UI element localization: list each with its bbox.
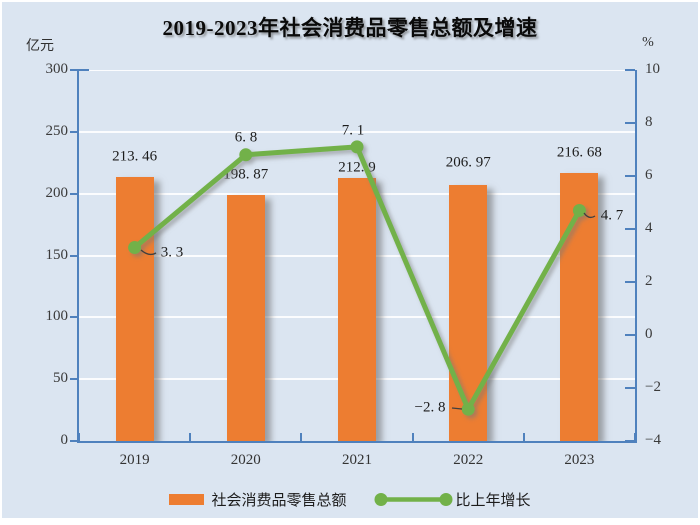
line-point <box>572 203 586 217</box>
line-value-label: 7. 1 <box>341 122 365 139</box>
left-axis-tick-label: 250 <box>45 122 69 139</box>
bottom-axis-line <box>77 441 637 443</box>
right-axis-unit: % <box>642 35 654 50</box>
left-axis-tick-label: 100 <box>45 308 69 325</box>
left-axis-unit: 亿元 <box>26 39 54 54</box>
label-leader-lines <box>140 212 596 410</box>
bar-2020 <box>226 195 265 441</box>
legend-label-bar: 社会消费品零售总额 <box>211 492 347 509</box>
right-axis-tick <box>625 69 635 71</box>
right-axis-tick <box>625 228 635 230</box>
left-axis-tick <box>70 440 79 442</box>
x-axis-label-2022: 2022 <box>453 452 484 468</box>
line-value-label: 6. 8 <box>234 129 258 146</box>
right-axis-tick <box>625 387 635 389</box>
line-point <box>461 402 475 416</box>
line-series-swatch <box>374 492 452 506</box>
bar-value-label: 198. 87 <box>223 166 269 183</box>
x-axis-tick <box>634 433 636 441</box>
right-axis-tick-label: 6 <box>645 167 653 184</box>
right-axis-tick <box>625 175 635 177</box>
x-axis-tick <box>522 433 525 441</box>
line-point <box>128 241 142 255</box>
left-axis-top-cap-tick <box>79 69 89 71</box>
growth-line-layer <box>128 140 596 416</box>
right-axis-line <box>635 70 637 443</box>
left-axis-tick-label: 200 <box>45 184 69 201</box>
line-point <box>350 140 364 154</box>
x-axis-label-2021: 2021 <box>342 452 372 468</box>
right-axis-tick <box>625 440 635 442</box>
bar-value-label: 206. 97 <box>445 154 491 171</box>
line-value-label: 3. 3 <box>160 244 184 261</box>
x-axis-label-2019: 2019 <box>119 452 150 468</box>
right-axis-tick-label: 10 <box>645 61 660 78</box>
right-axis-tick-label: −4 <box>645 432 661 449</box>
bar-value-label: 213. 46 <box>112 148 158 165</box>
legend: 社会消费品零售总额 比上年增长 <box>0 488 700 510</box>
bar-2022 <box>449 185 488 441</box>
left-axis-tick <box>70 69 79 71</box>
gridline <box>79 130 635 133</box>
right-axis-tick <box>625 122 635 124</box>
right-axis-tick-label: 4 <box>645 220 653 237</box>
left-axis-tick <box>70 254 79 257</box>
bar-value-label: 216. 68 <box>556 144 602 161</box>
right-axis-tick-label: −2 <box>645 379 661 396</box>
right-axis-tick <box>625 281 635 283</box>
gridline <box>79 70 635 71</box>
left-axis-tick <box>70 316 79 319</box>
left-axis-tick <box>70 130 79 133</box>
x-axis-tick <box>78 433 80 441</box>
legend-item-line: 比上年增长 <box>373 489 531 510</box>
left-axis-tick-label: 50 <box>53 370 68 387</box>
right-axis-tick <box>625 334 635 336</box>
x-axis-tick <box>189 433 192 441</box>
line-value-label: −2. 8 <box>414 399 446 416</box>
line-point <box>239 148 253 162</box>
bar-2021 <box>338 177 376 441</box>
chart-title: 2019-2023年社会消费品零售总额及增速 <box>162 16 538 40</box>
left-axis-tick-label: 300 <box>45 61 69 78</box>
left-axis-tick-label: 0 <box>60 432 69 449</box>
left-axis-tick <box>70 192 79 195</box>
left-axis-tick-label: 150 <box>45 246 69 263</box>
right-axis-tick-label: 2 <box>645 273 653 290</box>
plot-area: 213. 46 198. 87 212. 9 206. 97 216. 68 3. 3 6.… <box>79 70 635 441</box>
x-axis-tick <box>411 433 414 441</box>
legend-label-line: 比上年增长 <box>455 492 531 509</box>
growth-line <box>128 140 586 416</box>
x-axis-tick <box>300 433 303 441</box>
x-axis-label-2020: 2020 <box>230 452 261 468</box>
right-axis-tick-label: 0 <box>645 326 653 343</box>
left-axis-tick <box>70 378 79 381</box>
left-axis-line <box>77 70 79 443</box>
right-axis-tick-label: 8 <box>645 114 653 131</box>
bar-2019 <box>115 177 154 441</box>
bar-series-swatch <box>169 493 205 505</box>
line-value-label: 4. 7 <box>600 207 624 224</box>
x-axis-label-2023: 2023 <box>564 452 595 468</box>
legend-item-bar: 社会消费品零售总额 <box>169 489 347 510</box>
